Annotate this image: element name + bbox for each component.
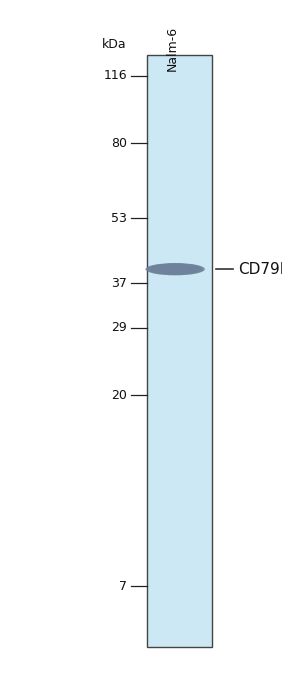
Ellipse shape xyxy=(147,263,204,275)
Text: 37: 37 xyxy=(111,277,127,290)
Ellipse shape xyxy=(160,266,191,273)
Ellipse shape xyxy=(173,269,178,270)
Text: kDa: kDa xyxy=(102,38,127,51)
Text: 53: 53 xyxy=(111,212,127,225)
Ellipse shape xyxy=(148,264,203,275)
Ellipse shape xyxy=(161,266,190,272)
Ellipse shape xyxy=(153,264,198,274)
Text: 7: 7 xyxy=(119,580,127,593)
Bar xyxy=(147,55,212,647)
Ellipse shape xyxy=(155,265,195,273)
Ellipse shape xyxy=(154,264,197,273)
Ellipse shape xyxy=(145,263,205,275)
Text: 80: 80 xyxy=(111,136,127,149)
Ellipse shape xyxy=(162,266,188,272)
Ellipse shape xyxy=(150,264,200,275)
Ellipse shape xyxy=(172,269,179,270)
Ellipse shape xyxy=(166,267,185,271)
Text: Nalm-6: Nalm-6 xyxy=(166,25,179,71)
Text: 20: 20 xyxy=(111,388,127,401)
Ellipse shape xyxy=(164,267,186,271)
Ellipse shape xyxy=(149,264,201,275)
Text: CD79B: CD79B xyxy=(238,262,282,277)
Ellipse shape xyxy=(168,268,182,271)
Ellipse shape xyxy=(163,266,187,272)
Ellipse shape xyxy=(169,268,181,271)
Text: 29: 29 xyxy=(111,321,127,334)
Ellipse shape xyxy=(167,267,184,271)
Ellipse shape xyxy=(151,264,199,274)
Ellipse shape xyxy=(157,266,193,273)
Ellipse shape xyxy=(170,269,180,270)
Ellipse shape xyxy=(156,265,194,273)
Ellipse shape xyxy=(158,266,192,273)
Text: 116: 116 xyxy=(103,69,127,82)
